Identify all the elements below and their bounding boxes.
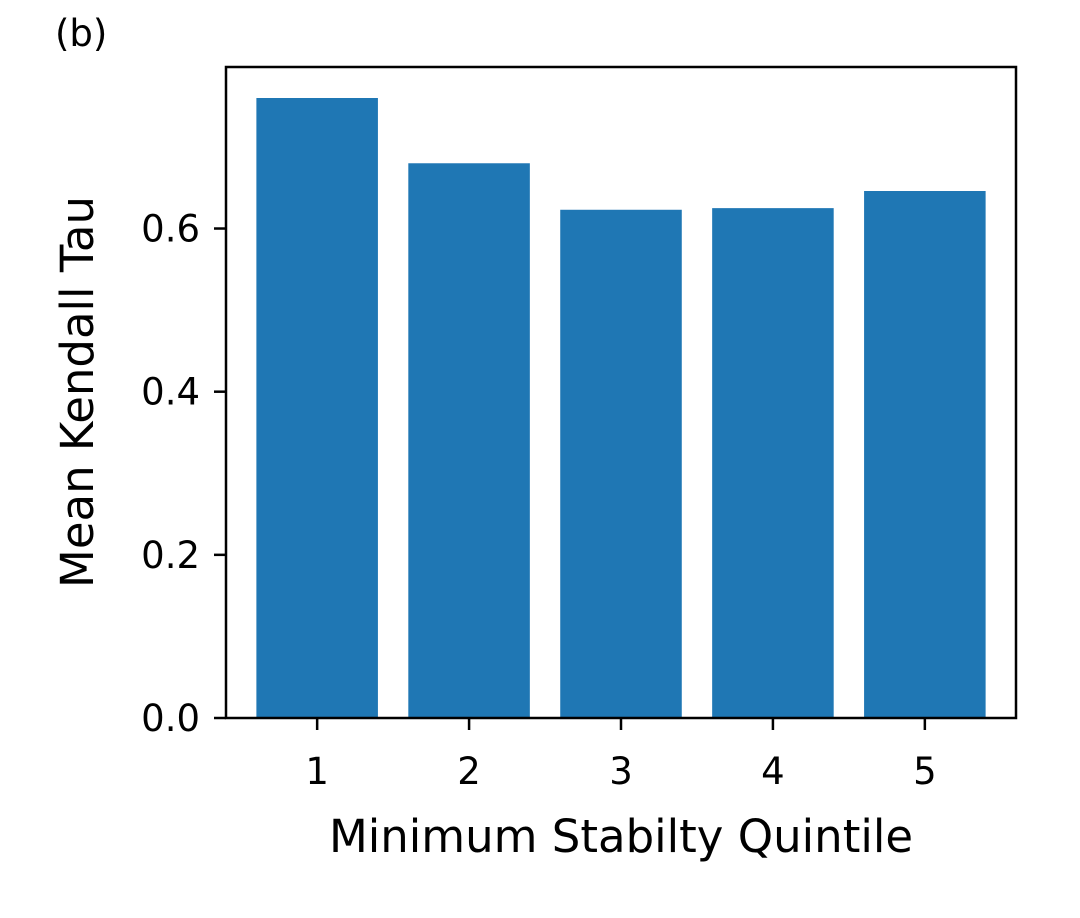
bar-3 [560, 209, 682, 718]
panel-label: (b) [55, 12, 107, 55]
x-tick-label-4: 4 [761, 750, 785, 793]
y-axis-ticks: 0.0 0.2 0.4 0.6 [141, 208, 226, 740]
x-tick-label-5: 5 [913, 750, 937, 793]
x-tick-label-3: 3 [609, 750, 633, 793]
plot-frame [224, 65, 1018, 720]
x-axis-label: Minimum Stabilty Quintile [329, 810, 913, 863]
y-tick-label-0.6: 0.6 [141, 208, 200, 251]
bar-5 [864, 191, 986, 718]
y-tick-label-0.4: 0.4 [141, 371, 200, 414]
bar-1 [256, 98, 378, 718]
x-axis-ticks: 1 2 3 4 5 [305, 718, 937, 793]
y-axis-label: Mean Kendall Tau [51, 196, 104, 588]
bars-group [256, 98, 986, 718]
y-tick-label-0.2: 0.2 [141, 534, 200, 577]
bar-4 [712, 208, 834, 718]
x-tick-label-1: 1 [305, 750, 329, 793]
bar-2 [408, 163, 530, 718]
y-tick-label-0.0: 0.0 [141, 697, 200, 740]
x-tick-label-2: 2 [457, 750, 481, 793]
